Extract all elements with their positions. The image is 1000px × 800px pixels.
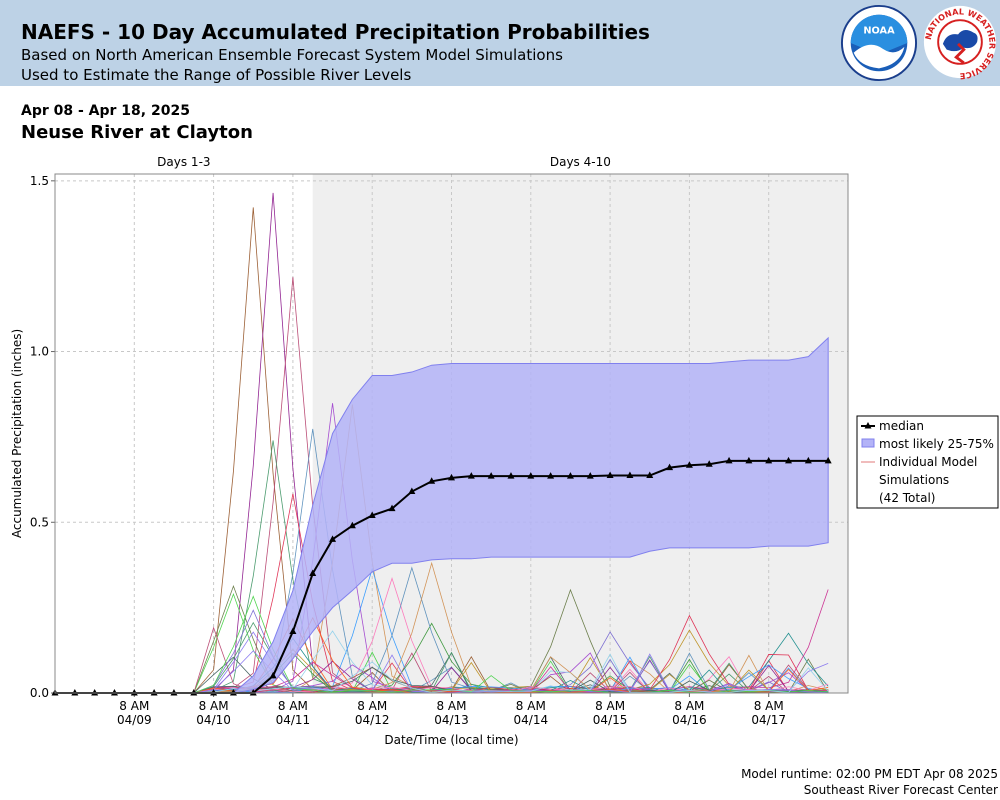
median-point	[428, 477, 436, 484]
page-title: NAEFS - 10 Day Accumulated Precipitation…	[21, 20, 650, 44]
median-point	[210, 689, 218, 696]
legend-label-total: (42 Total)	[879, 491, 935, 505]
y-tick-label: 0.0	[30, 686, 49, 700]
x-tick-date-label: 04/17	[751, 713, 786, 727]
y-tick-label: 0.5	[30, 515, 49, 529]
x-tick-time-label: 8 AM	[119, 699, 149, 713]
x-tick-time-label: 8 AM	[278, 699, 308, 713]
x-tick-time-label: 8 AM	[674, 699, 704, 713]
model-runtime: Model runtime: 02:00 PM EDT Apr 08 2025	[741, 767, 998, 781]
median-point	[824, 456, 832, 464]
median-point	[309, 569, 317, 576]
median-point	[606, 471, 614, 478]
median-point	[765, 456, 773, 464]
median-point	[745, 456, 753, 464]
y-axis-label: Accumulated Precipitation (inches)	[10, 329, 24, 538]
header-banner: NAEFS - 10 Day Accumulated Precipitation…	[0, 0, 1000, 86]
median-point	[725, 456, 733, 464]
noaa-logo-text: NOAA	[863, 25, 895, 36]
median-point	[646, 471, 654, 478]
legend-label-simulations: Simulations	[879, 473, 949, 487]
x-tick-time-label: 8 AM	[436, 699, 466, 713]
median-point	[705, 460, 713, 467]
x-tick-date-label: 04/11	[276, 713, 311, 727]
median-point	[269, 671, 277, 679]
median-point	[586, 472, 594, 479]
median-point	[804, 456, 812, 464]
median-point	[249, 689, 257, 696]
legend-label-individual: Individual Model	[879, 455, 977, 469]
median-point	[487, 472, 495, 479]
x-tick-date-label: 04/13	[434, 713, 469, 727]
x-tick-time-label: 8 AM	[754, 699, 784, 713]
median-point	[566, 472, 574, 479]
x-tick-time-label: 8 AM	[199, 699, 229, 713]
date-range: Apr 08 - Apr 18, 2025	[21, 103, 190, 119]
legend-label-band: most likely 25-75%	[879, 437, 994, 451]
median-point	[785, 456, 793, 464]
median-point	[348, 521, 356, 529]
noaa-logo-icon: NOAA	[840, 4, 918, 82]
median-point	[666, 463, 674, 471]
y-tick-label: 1.0	[30, 345, 49, 359]
median-point	[527, 472, 535, 479]
median-point	[190, 689, 198, 696]
x-tick-date-label: 04/16	[672, 713, 707, 727]
median-point	[547, 472, 555, 479]
median-point	[388, 504, 396, 512]
median-point	[368, 511, 376, 518]
median-point	[229, 689, 237, 696]
median-point	[110, 689, 118, 696]
location-title: Neuse River at Clayton	[21, 122, 253, 143]
x-tick-date-label: 04/12	[355, 713, 390, 727]
median-point	[150, 689, 158, 696]
nws-logo-icon: NATIONAL WEATHER SERVICE	[923, 5, 998, 80]
median-point	[467, 472, 475, 479]
legend-label-median: median	[879, 419, 924, 433]
period-label: Days 4-10	[550, 155, 611, 169]
x-tick-date-label: 04/10	[196, 713, 231, 727]
legend-median-marker	[864, 422, 872, 429]
band-25-75	[231, 336, 829, 694]
y-tick-label: 1.5	[30, 174, 49, 188]
x-tick-time-label: 8 AM	[595, 699, 625, 713]
median-point	[507, 472, 515, 479]
x-axis-label: Date/Time (local time)	[384, 733, 518, 747]
median-point	[170, 689, 178, 696]
legend-box	[856, 415, 999, 509]
median-point	[329, 535, 337, 542]
period-label: Days 1-3	[157, 155, 210, 169]
median-point	[408, 487, 416, 495]
x-tick-date-label: 04/15	[593, 713, 628, 727]
subtitle-line-1: Based on North American Ensemble Forecas…	[21, 46, 563, 64]
legend-band-swatch	[861, 438, 875, 448]
median-point	[626, 471, 634, 478]
x-tick-date-label: 04/14	[514, 713, 549, 727]
subtitle-line-2: Used to Estimate the Range of Possible R…	[21, 66, 412, 84]
median-point	[91, 689, 99, 696]
median-point	[71, 689, 79, 696]
median-point	[448, 473, 455, 481]
x-tick-time-label: 8 AM	[516, 699, 546, 713]
median-point	[130, 689, 138, 696]
x-tick-date-label: 04/09	[117, 713, 152, 727]
x-tick-time-label: 8 AM	[357, 699, 387, 713]
plot-frame	[54, 173, 849, 694]
median-point	[685, 461, 693, 468]
median-point	[289, 627, 297, 635]
forecast-center: Southeast River Forecast Center	[803, 783, 998, 797]
